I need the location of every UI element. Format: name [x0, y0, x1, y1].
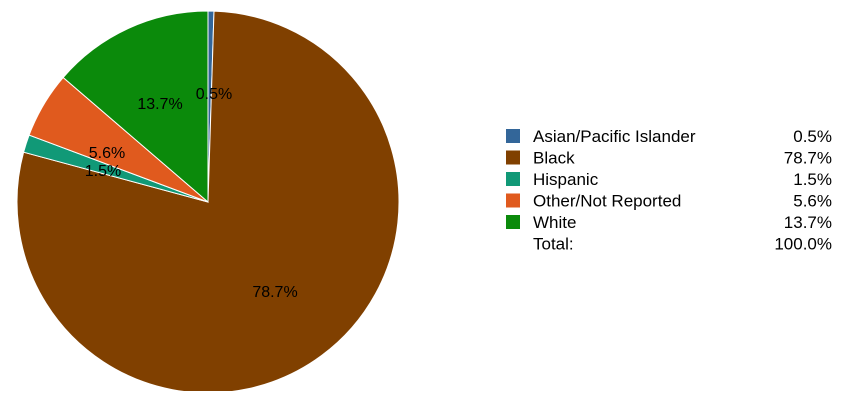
slice-label: 1.5% — [85, 163, 121, 180]
pie-slices — [16, 10, 400, 394]
legend-label: Asian/Pacific Islander — [533, 127, 696, 146]
slice-label: 5.6% — [89, 145, 125, 162]
legend-swatch — [506, 172, 520, 186]
legend-value: 0.5% — [793, 127, 832, 146]
legend-value: 5.6% — [793, 192, 832, 211]
legend-label: Black — [533, 149, 575, 168]
legend-swatch — [506, 150, 520, 165]
slice-labels: 0.5% 78.7% 1.5%5.6% 13.7% — [85, 86, 298, 301]
legend-swatch — [506, 129, 520, 143]
slice-label: 0.5% — [196, 86, 232, 103]
legend-total-label: Total: — [533, 235, 574, 254]
pie-slice-white[interactable] — [62, 10, 209, 204]
legend-value: 13.7% — [784, 213, 832, 232]
legend-label: Hispanic — [533, 170, 599, 189]
legend: Asian/Pacific Islander 0.5% Black 78.7% Hisp… — [506, 127, 832, 254]
legend-value: 1.5% — [793, 170, 832, 189]
legend-value: 78.7% — [784, 149, 832, 168]
legend-total-value: 100.0% — [774, 235, 832, 254]
slice-label: 78.7% — [252, 284, 297, 301]
slice-label: 13.7% — [137, 96, 182, 113]
legend-label: White — [533, 213, 576, 232]
legend-swatch — [506, 193, 520, 208]
legend-label: Other/Not Reported — [533, 192, 681, 211]
legend-swatch — [506, 215, 520, 229]
